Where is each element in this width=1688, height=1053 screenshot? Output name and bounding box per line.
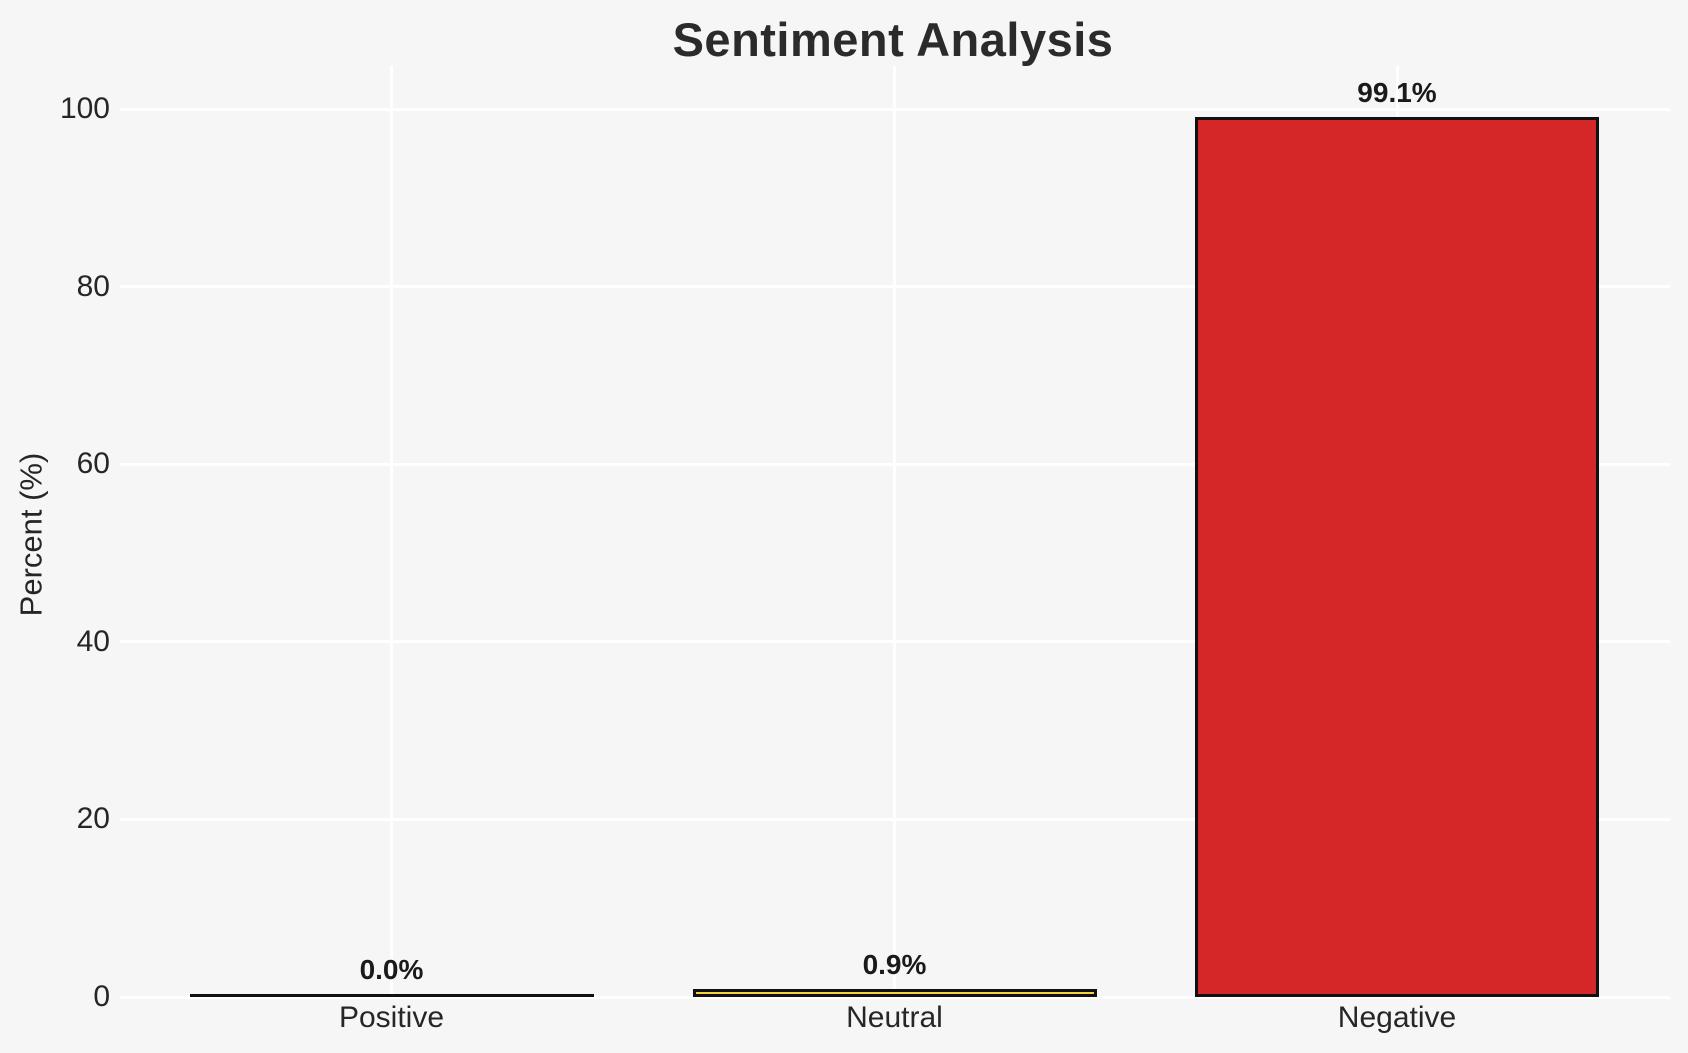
value-label-neutral: 0.9%	[862, 949, 927, 980]
x-tick-label-negative: Negative	[1337, 1001, 1457, 1034]
chart-title: Sentiment Analysis	[672, 13, 1114, 66]
x-tick-label-neutral: Neutral	[846, 1001, 943, 1034]
value-label-negative: 99.1%	[1357, 77, 1437, 108]
y-tick-label-60: 60	[76, 447, 110, 481]
bar-negative	[1195, 117, 1599, 997]
bar-positive	[189, 994, 594, 997]
y-tick-label-0: 0	[93, 980, 110, 1013]
y-tick-label-40: 40	[76, 624, 110, 658]
v-gridline-positive	[390, 66, 393, 997]
y-tick-label-20: 20	[76, 802, 110, 836]
h-gridline-0	[120, 995, 1670, 999]
y-tick-label-100: 100	[59, 92, 110, 125]
value-label-positive: 0.0%	[359, 954, 424, 985]
y-tick-label-80: 80	[76, 269, 110, 303]
x-tick-label-positive: Positive	[338, 1001, 445, 1034]
bar-neutral	[692, 989, 1097, 997]
v-gridline-neutral	[893, 66, 896, 997]
